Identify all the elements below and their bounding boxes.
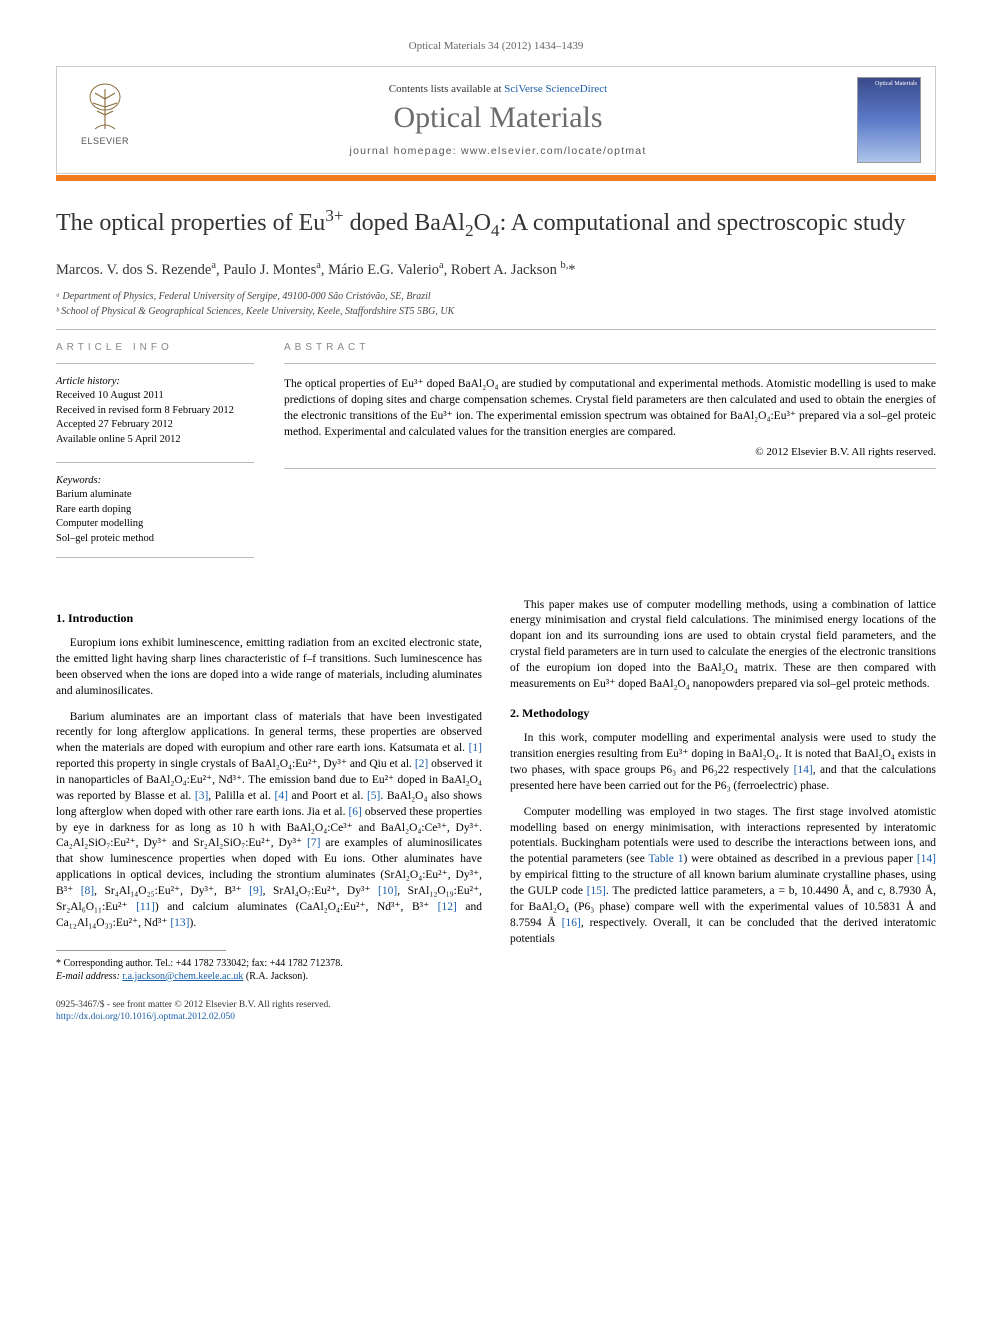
history-label: Article history: xyxy=(56,376,254,387)
abstract-text: The optical properties of Eu³⁺ doped BaA… xyxy=(284,376,936,440)
divider xyxy=(56,462,254,463)
bottom-meta: 0925-3467/$ - see front matter © 2012 El… xyxy=(56,999,482,1024)
left-column: 1. Introduction Europium ions exhibit lu… xyxy=(56,598,482,1024)
keywords-list: Barium aluminate Rare earth doping Compu… xyxy=(56,488,254,547)
history-item: Available online 5 April 2012 xyxy=(56,433,254,448)
affiliation-a: ᵃ Department of Physics, Federal Univers… xyxy=(56,289,936,304)
history-list: Received 10 August 2011 Received in revi… xyxy=(56,389,254,448)
journal-header-box: ELSEVIER Contents lists available at Sci… xyxy=(56,66,936,174)
cover-label: Optical Materials xyxy=(875,81,917,87)
title-part-1: The optical properties of Eu xyxy=(56,210,325,236)
body-two-column: 1. Introduction Europium ions exhibit lu… xyxy=(56,598,936,1024)
paragraph: Computer modelling was employed in two s… xyxy=(510,805,936,948)
keyword: Sol–gel proteic method xyxy=(56,532,254,547)
journal-cover-thumbnail: Optical Materials xyxy=(857,77,921,163)
divider xyxy=(284,468,936,469)
homepage-prefix: journal homepage: xyxy=(350,145,462,157)
journal-homepage-line: journal homepage: www.elsevier.com/locat… xyxy=(139,145,857,157)
paragraph: In this work, computer modelling and exp… xyxy=(510,731,936,794)
journal-reference: Optical Materials 34 (2012) 1434–1439 xyxy=(56,40,936,52)
title-part-4: : A computational and spectroscopic stud… xyxy=(500,210,906,236)
abstract-head: ABSTRACT xyxy=(284,342,936,353)
history-item: Accepted 27 February 2012 xyxy=(56,418,254,433)
accent-bar xyxy=(56,175,936,181)
history-item: Received in revised form 8 February 2012 xyxy=(56,404,254,419)
keyword: Computer modelling xyxy=(56,517,254,532)
abstract-copyright: © 2012 Elsevier B.V. All rights reserved… xyxy=(284,446,936,458)
title-sub-2: 4 xyxy=(491,221,500,240)
contents-prefix: Contents lists available at xyxy=(389,83,504,95)
paragraph: This paper makes use of computer modelli… xyxy=(510,598,936,693)
divider xyxy=(56,557,254,558)
sciencedirect-link[interactable]: SciVerse ScienceDirect xyxy=(504,83,607,95)
footnote-separator xyxy=(56,950,226,951)
footnote-email-label: E-mail address: xyxy=(56,971,122,982)
history-item: Received 10 August 2011 xyxy=(56,389,254,404)
journal-title: Optical Materials xyxy=(139,101,857,135)
divider xyxy=(56,363,254,364)
elsevier-label: ELSEVIER xyxy=(81,136,129,146)
article-info-block: ARTICLE INFO Article history: Received 1… xyxy=(56,342,254,570)
footnote-email-suffix: (R.A. Jackson). xyxy=(243,971,308,982)
section-1-heading: 1. Introduction xyxy=(56,610,482,627)
elsevier-logo: ELSEVIER xyxy=(71,81,139,159)
divider xyxy=(56,329,936,330)
title-sup-1: 3+ xyxy=(325,206,343,225)
abstract-block: ABSTRACT The optical properties of Eu³⁺ … xyxy=(284,342,936,570)
keyword: Barium aluminate xyxy=(56,488,254,503)
paragraph: Europium ions exhibit luminescence, emit… xyxy=(56,636,482,699)
paragraph: Barium aluminates are an important class… xyxy=(56,710,482,932)
divider xyxy=(284,363,936,364)
right-column: This paper makes use of computer modelli… xyxy=(510,598,936,1024)
doi-url-prefix[interactable]: http://dx.doi.org/ xyxy=(56,1012,120,1022)
affiliation-b: ᵇ School of Physical & Geographical Scie… xyxy=(56,304,936,319)
affiliations-block: ᵃ Department of Physics, Federal Univers… xyxy=(56,289,936,319)
footnote-corr: * Corresponding author. Tel.: +44 1782 7… xyxy=(56,957,482,970)
section-2-heading: 2. Methodology xyxy=(510,705,936,722)
footnote-email-link[interactable]: r.a.jackson@chem.keele.ac.uk xyxy=(122,971,243,982)
corresponding-author-footnote: * Corresponding author. Tel.: +44 1782 7… xyxy=(56,957,482,983)
contents-lists-line: Contents lists available at SciVerse Sci… xyxy=(139,83,857,95)
title-part-3: O xyxy=(474,210,491,236)
article-info-head: ARTICLE INFO xyxy=(56,342,254,353)
homepage-url[interactable]: www.elsevier.com/locate/optmat xyxy=(461,145,646,157)
keyword: Rare earth doping xyxy=(56,503,254,518)
title-part-2: doped BaAl xyxy=(344,210,465,236)
authors-line: Marcos. V. dos S. Rezendea, Paulo J. Mon… xyxy=(56,260,936,279)
keywords-label: Keywords: xyxy=(56,475,254,486)
doi-value[interactable]: 10.1016/j.optmat.2012.02.050 xyxy=(120,1012,235,1022)
elsevier-tree-icon xyxy=(81,81,129,133)
title-sub-1: 2 xyxy=(465,221,474,240)
article-title: The optical properties of Eu3+ doped BaA… xyxy=(56,205,936,242)
front-matter-line: 0925-3467/$ - see front matter © 2012 El… xyxy=(56,999,482,1011)
